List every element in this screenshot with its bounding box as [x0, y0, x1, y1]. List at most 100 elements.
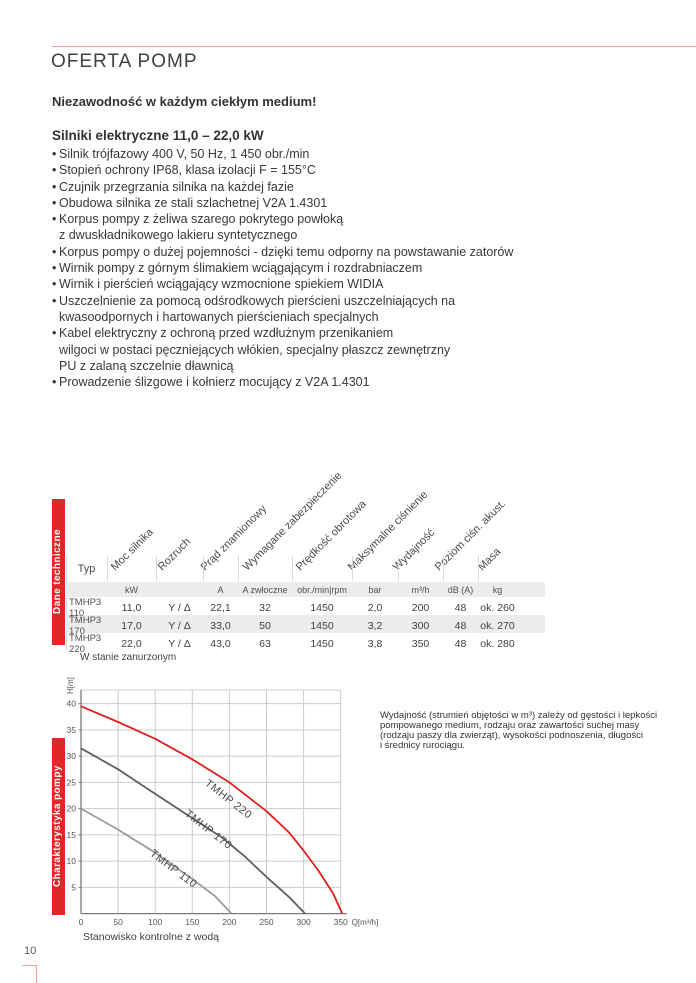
list-item: • Uszczelnienie za pomocą odśrodkowych pi…	[52, 293, 513, 309]
table-row: TMHP3 170 17,0 Y / Δ 33,0 50 1450 3,2 30…	[66, 615, 545, 637]
page-title: OFERTA POMP	[51, 51, 198, 72]
table-row: TMHP3 110 11,0 Y / Δ 22,1 32 1450 2,0 20…	[69, 597, 515, 619]
tagline: Niezawodność w każdym ciekłym medium!	[52, 94, 317, 109]
column-header-typ: Typ	[77, 563, 96, 575]
y-axis-label: H[m]	[66, 677, 75, 694]
top-rule	[52, 46, 696, 47]
list-item: • Korpus pompy z żeliwa szarego pokrytego…	[52, 211, 513, 227]
column-header: Masa	[475, 545, 504, 574]
column-divider	[66, 556, 67, 651]
list-item: kwasoodpornych i hartowanych pierścienia…	[52, 309, 513, 325]
feature-list: • Silnik trójfazowy 400 V, 50 Hz, 1 450 o…	[52, 146, 513, 390]
x-axis-label: Q[m³/h]	[352, 918, 379, 927]
column-divider	[238, 556, 239, 581]
pump-curve-chart: 5 10 15 20 25 30 35 40 0 50 100 150 200 250 300 350 Q[m³…	[66, 677, 379, 927]
column-header: Rozruch	[155, 535, 194, 574]
feature-text: kwasoodpornych i hartowanych pierścienia…	[59, 309, 379, 324]
bullet-icon: •	[52, 147, 57, 161]
note-line: Wydajność (strumień objętości w m³) zale…	[380, 710, 658, 721]
column-divider	[203, 556, 204, 581]
feature-text: Wirnik pompy z górnym ślimakiem wciągają…	[59, 261, 423, 276]
list-item: PU z zalaną szczelnie dławnicą	[52, 358, 513, 374]
y-tick-label: 5	[71, 882, 76, 892]
feature-text: Czujnik przegrzania silnika na każdej fa…	[59, 179, 294, 194]
x-tick-label: 200	[222, 917, 236, 927]
y-tick-label: 35	[67, 725, 77, 735]
bullet-icon: •	[52, 375, 57, 390]
page-number: 10	[24, 945, 37, 957]
y-tick-label: 40	[67, 699, 77, 709]
column-divider	[398, 556, 399, 581]
feature-text: Uszczelnienie za pomocą odśrodkowych pie…	[59, 293, 456, 308]
x-tick-label: 50	[113, 917, 123, 927]
table-row: TMHP3 220 22,0 Y / Δ 43,0 63 1450 3,8 35…	[69, 633, 515, 655]
feature-text: Silnik trójfazowy 400 V, 50 Hz, 1 450 ob…	[59, 147, 310, 161]
table-footnote: W stanie zanurzonym	[80, 652, 177, 663]
series-curve-label: TMHP 220	[202, 777, 254, 821]
list-item: • Korpus pompy o dużej pojemności - dzięk…	[52, 244, 513, 260]
series-curve-label: TMHP 170	[182, 808, 234, 852]
feature-text: Stopień ochrony IP68, klasa izolacji F =…	[59, 163, 316, 178]
column-divider	[352, 556, 353, 581]
bullet-icon: •	[52, 195, 57, 210]
list-item: • Obudowa silnika ze stali szlachetnej V2…	[52, 195, 513, 211]
y-tick-label: 25	[67, 777, 77, 787]
list-item: • Wirnik pompy z górnym ślimakiem wciągaj…	[52, 260, 513, 276]
list-item: • Kabel elektryczny z ochroną przed wzdłu…	[52, 325, 513, 341]
x-tick-label: 0	[79, 917, 84, 927]
bullet-icon: •	[52, 212, 57, 227]
feature-text: Korpus pompy z żeliwa szarego pokrytego …	[59, 212, 344, 227]
list-item: wilgoci w postaci pęczniejących włókien,…	[52, 342, 513, 358]
x-tick-label: 350	[334, 917, 348, 927]
y-tick-label: 15	[67, 830, 77, 840]
crop-mark	[36, 965, 37, 983]
data-table: kW A A zwłoczne obr./min|rpm bar m³/h dB…	[66, 582, 545, 655]
feature-text: Korpus pompy o dużej pojemności - dzięki…	[59, 244, 514, 259]
x-tick-label: 100	[148, 917, 162, 927]
feature-text: z dwuskładnikowego lakieru syntetycznego	[59, 228, 298, 243]
bullet-icon: •	[52, 179, 57, 194]
list-item: • Stopień ochrony IP68, klasa izolacji F …	[52, 162, 513, 178]
feature-text: wilgoci w postaci pęczniejących włókien,…	[59, 342, 451, 357]
chart-caption: Stanowisko kontrolne z wodą	[83, 931, 219, 943]
column-divider	[292, 556, 293, 581]
feature-text: Wirnik i pierścień wciągający wzmocnione…	[59, 277, 384, 292]
note-line: i średnicy rurociągu.	[380, 740, 466, 751]
x-tick-label: 300	[297, 917, 311, 927]
series-curve	[80, 807, 233, 915]
bullet-icon: •	[52, 293, 57, 308]
feature-text: Kabel elektryczny z ochroną przed wzdłuż…	[59, 326, 394, 341]
list-item: • Silnik trójfazowy 400 V, 50 Hz, 1 450 o…	[52, 146, 513, 162]
feature-text: Obudowa silnika ze stali szlachetnej V2A…	[59, 195, 328, 210]
list-item: • Wirnik i pierścień wciągający wzmocnion…	[52, 276, 513, 292]
column-header: Moc silnika	[108, 526, 156, 574]
y-tick-label: 10	[67, 856, 77, 866]
table-section-label: Dane techniczne	[52, 499, 65, 645]
x-tick-label: 150	[185, 917, 199, 927]
bullet-icon: •	[52, 261, 57, 276]
column-divider	[443, 556, 444, 581]
column-divider	[156, 556, 157, 581]
note-line: pompowanego medium, rodzaju oraz zawarto…	[380, 720, 640, 731]
list-item: • Czujnik przegrzania silnika na każdej f…	[52, 179, 513, 195]
y-tick-label: 20	[67, 804, 77, 814]
x-tick-label: 250	[259, 917, 273, 927]
series-curve	[80, 747, 306, 915]
list-item: • Prowadzenie ślizgowe i kołnierz mocując…	[52, 374, 513, 390]
column-divider	[478, 556, 479, 581]
units-row: kW A A zwłoczne obr./min|rpm bar m³/h dB…	[66, 582, 545, 597]
feature-text: Prowadzenie ślizgowe i kołnierz mocujący…	[59, 375, 370, 390]
y-tick-label: 30	[67, 751, 77, 761]
note-line: (rodzaju paszy dla zwierząt), wysokości …	[380, 730, 643, 741]
section-heading: Silniki elektryczne 11,0 – 22,0 kW	[52, 128, 264, 143]
capacity-note: Wydajność (strumień objętości w m³) zale…	[380, 711, 676, 751]
column-divider	[107, 556, 108, 581]
feature-text: PU z zalaną szczelnie dławnicą	[59, 358, 234, 373]
bullet-icon: •	[52, 163, 57, 178]
crop-mark	[22, 965, 37, 966]
list-item: z dwuskładnikowego lakieru syntetycznego	[52, 227, 513, 243]
series-curve	[80, 705, 344, 914]
bullet-icon: •	[52, 326, 57, 341]
bullet-icon: •	[52, 277, 57, 292]
bullet-icon: •	[52, 244, 57, 259]
